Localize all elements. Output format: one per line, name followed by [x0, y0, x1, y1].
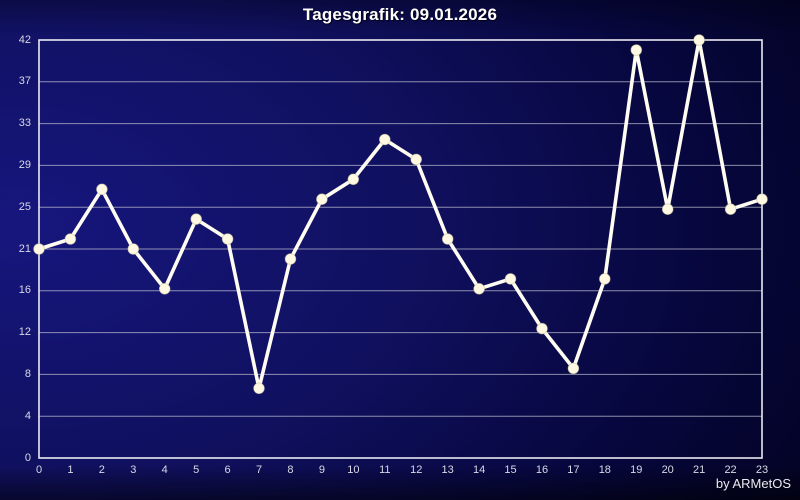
data-point-marker — [630, 44, 643, 56]
x-axis-tick-label: 9 — [318, 464, 325, 476]
x-axis-tick-label: 8 — [287, 464, 294, 476]
x-axis-tick-label: 1 — [67, 464, 74, 476]
data-point-marker — [504, 273, 517, 285]
x-axis-tick-label: 19 — [630, 464, 643, 476]
data-point-marker — [378, 133, 391, 146]
x-axis-tick-label: 11 — [379, 464, 391, 476]
x-axis-tick-label: 15 — [504, 464, 517, 476]
y-axis-tick-label: 16 — [18, 284, 31, 297]
y-axis-tick-label: 29 — [18, 158, 31, 171]
data-point-marker — [756, 193, 768, 206]
x-axis-tick-label: 21 — [693, 464, 706, 476]
x-axis-tick-label: 14 — [472, 464, 486, 476]
x-axis-tick-label: 10 — [347, 464, 360, 476]
line-series — [37, 38, 764, 391]
data-point-marker — [441, 233, 454, 245]
x-axis-tick-label: 12 — [410, 464, 423, 476]
data-point-marker — [253, 382, 265, 395]
data-point-marker — [724, 203, 737, 216]
y-axis-tick-label: 25 — [18, 200, 31, 213]
x-axis-tick-label: 0 — [35, 464, 43, 476]
data-point-marker — [221, 233, 234, 245]
chart-title: Tagesgrafik: 09.01.2026 — [302, 5, 498, 24]
x-axis-tick-label: 18 — [598, 464, 611, 476]
x-axis-tick-label: 23 — [755, 464, 769, 476]
x-axis-tick-label: 2 — [98, 464, 105, 476]
data-point-marker — [64, 233, 77, 245]
x-axis-tick-label: 22 — [724, 464, 737, 476]
data-point-marker — [536, 322, 548, 335]
y-axis-tick-label: 8 — [24, 367, 31, 380]
y-axis-tick-label: 12 — [18, 326, 31, 339]
credit-text: by ARMetOS — [715, 476, 791, 491]
x-axis-tick-label: 3 — [130, 464, 137, 476]
data-point-marker — [661, 203, 674, 216]
x-axis-tick-label: 13 — [441, 464, 454, 476]
data-point-marker — [598, 273, 611, 285]
data-point-marker — [347, 173, 360, 186]
data-point-marker — [567, 362, 580, 375]
data-point-marker — [693, 34, 705, 46]
y-axis-tick-label: 37 — [18, 75, 31, 88]
x-axis-tick-label: 20 — [661, 464, 674, 476]
x-axis-tick-label: 5 — [193, 464, 200, 476]
data-point-marker — [410, 153, 423, 166]
data-point-marker — [316, 193, 328, 206]
data-point-marker — [96, 183, 108, 196]
x-axis-tick-label: 16 — [535, 464, 549, 476]
data-point-marker — [127, 243, 140, 255]
y-axis-tick-label: 42 — [18, 33, 31, 46]
data-point-marker — [33, 243, 45, 255]
data-point-marker — [158, 282, 171, 295]
x-axis-tick-label: 7 — [255, 464, 263, 476]
data-point-marker — [190, 213, 203, 225]
y-axis-tick-label: 4 — [24, 409, 31, 422]
data-point-marker — [284, 253, 297, 265]
y-axis-tick-label: 0 — [24, 451, 31, 464]
x-axis-tick-label: 4 — [161, 464, 168, 476]
x-axis-tick-label: 17 — [567, 464, 580, 476]
data-point-marker — [473, 282, 485, 295]
y-axis-tick-label: 33 — [18, 117, 31, 130]
x-axis-tick-label: 6 — [224, 464, 231, 476]
y-axis-tick-label: 21 — [18, 242, 31, 255]
